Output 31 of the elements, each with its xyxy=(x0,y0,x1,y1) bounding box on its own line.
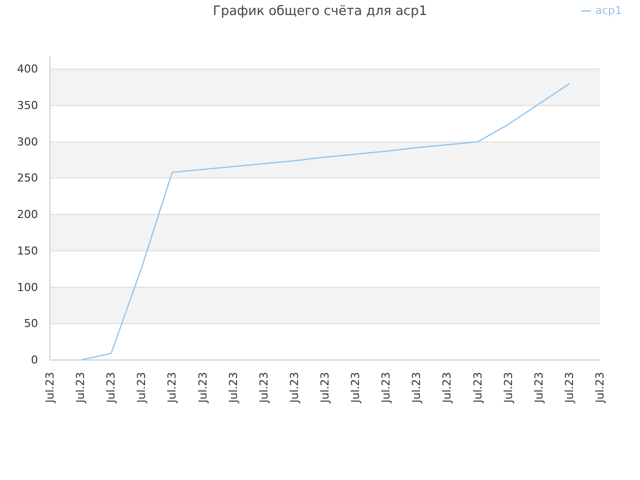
y-tick-label: 100 xyxy=(17,280,38,294)
x-tick-label: Jul.23 xyxy=(562,372,576,404)
x-tick-label: Jul.23 xyxy=(318,372,332,404)
x-tick-label: Jul.23 xyxy=(44,372,56,404)
x-tick-label: Jul.23 xyxy=(257,372,270,404)
y-tick-label: 250 xyxy=(17,172,38,185)
y-tick-label: 350 xyxy=(17,98,38,112)
x-tick-label: Jul.23 xyxy=(288,372,301,404)
x-tick-label: Jul.23 xyxy=(502,372,515,404)
x-tick-label: Jul.23 xyxy=(440,372,454,404)
x-tick-label: Jul.23 xyxy=(349,372,362,404)
x-tick-label: Jul.23 xyxy=(471,372,484,404)
x-tick-label: Jul.23 xyxy=(532,372,546,404)
x-tick-label: Jul.23 xyxy=(196,372,210,404)
x-tick-label: Jul.23 xyxy=(226,372,240,404)
legend-label: acp1 xyxy=(595,4,622,17)
x-tick-label: Jul.23 xyxy=(380,372,393,404)
x-tick-label: Jul.23 xyxy=(135,372,148,404)
y-tick-label: 300 xyxy=(17,135,38,148)
x-tick-label: Jul.23 xyxy=(74,372,88,404)
y-tick-label: 200 xyxy=(17,208,38,222)
x-tick-label: Jul.23 xyxy=(410,372,424,404)
line-series xyxy=(80,83,570,360)
x-tick-label: Jul.23 xyxy=(104,372,118,404)
y-tick-label: 50 xyxy=(24,317,38,330)
x-tick-label: Jul.23 xyxy=(594,372,606,404)
y-tick-label: 400 xyxy=(17,62,38,76)
y-tick-label: 0 xyxy=(31,354,38,366)
x-tick-label: Jul.23 xyxy=(166,372,179,404)
y-tick-label: 150 xyxy=(17,244,38,258)
chart-title: График общего счёта для acp1 xyxy=(212,4,428,19)
